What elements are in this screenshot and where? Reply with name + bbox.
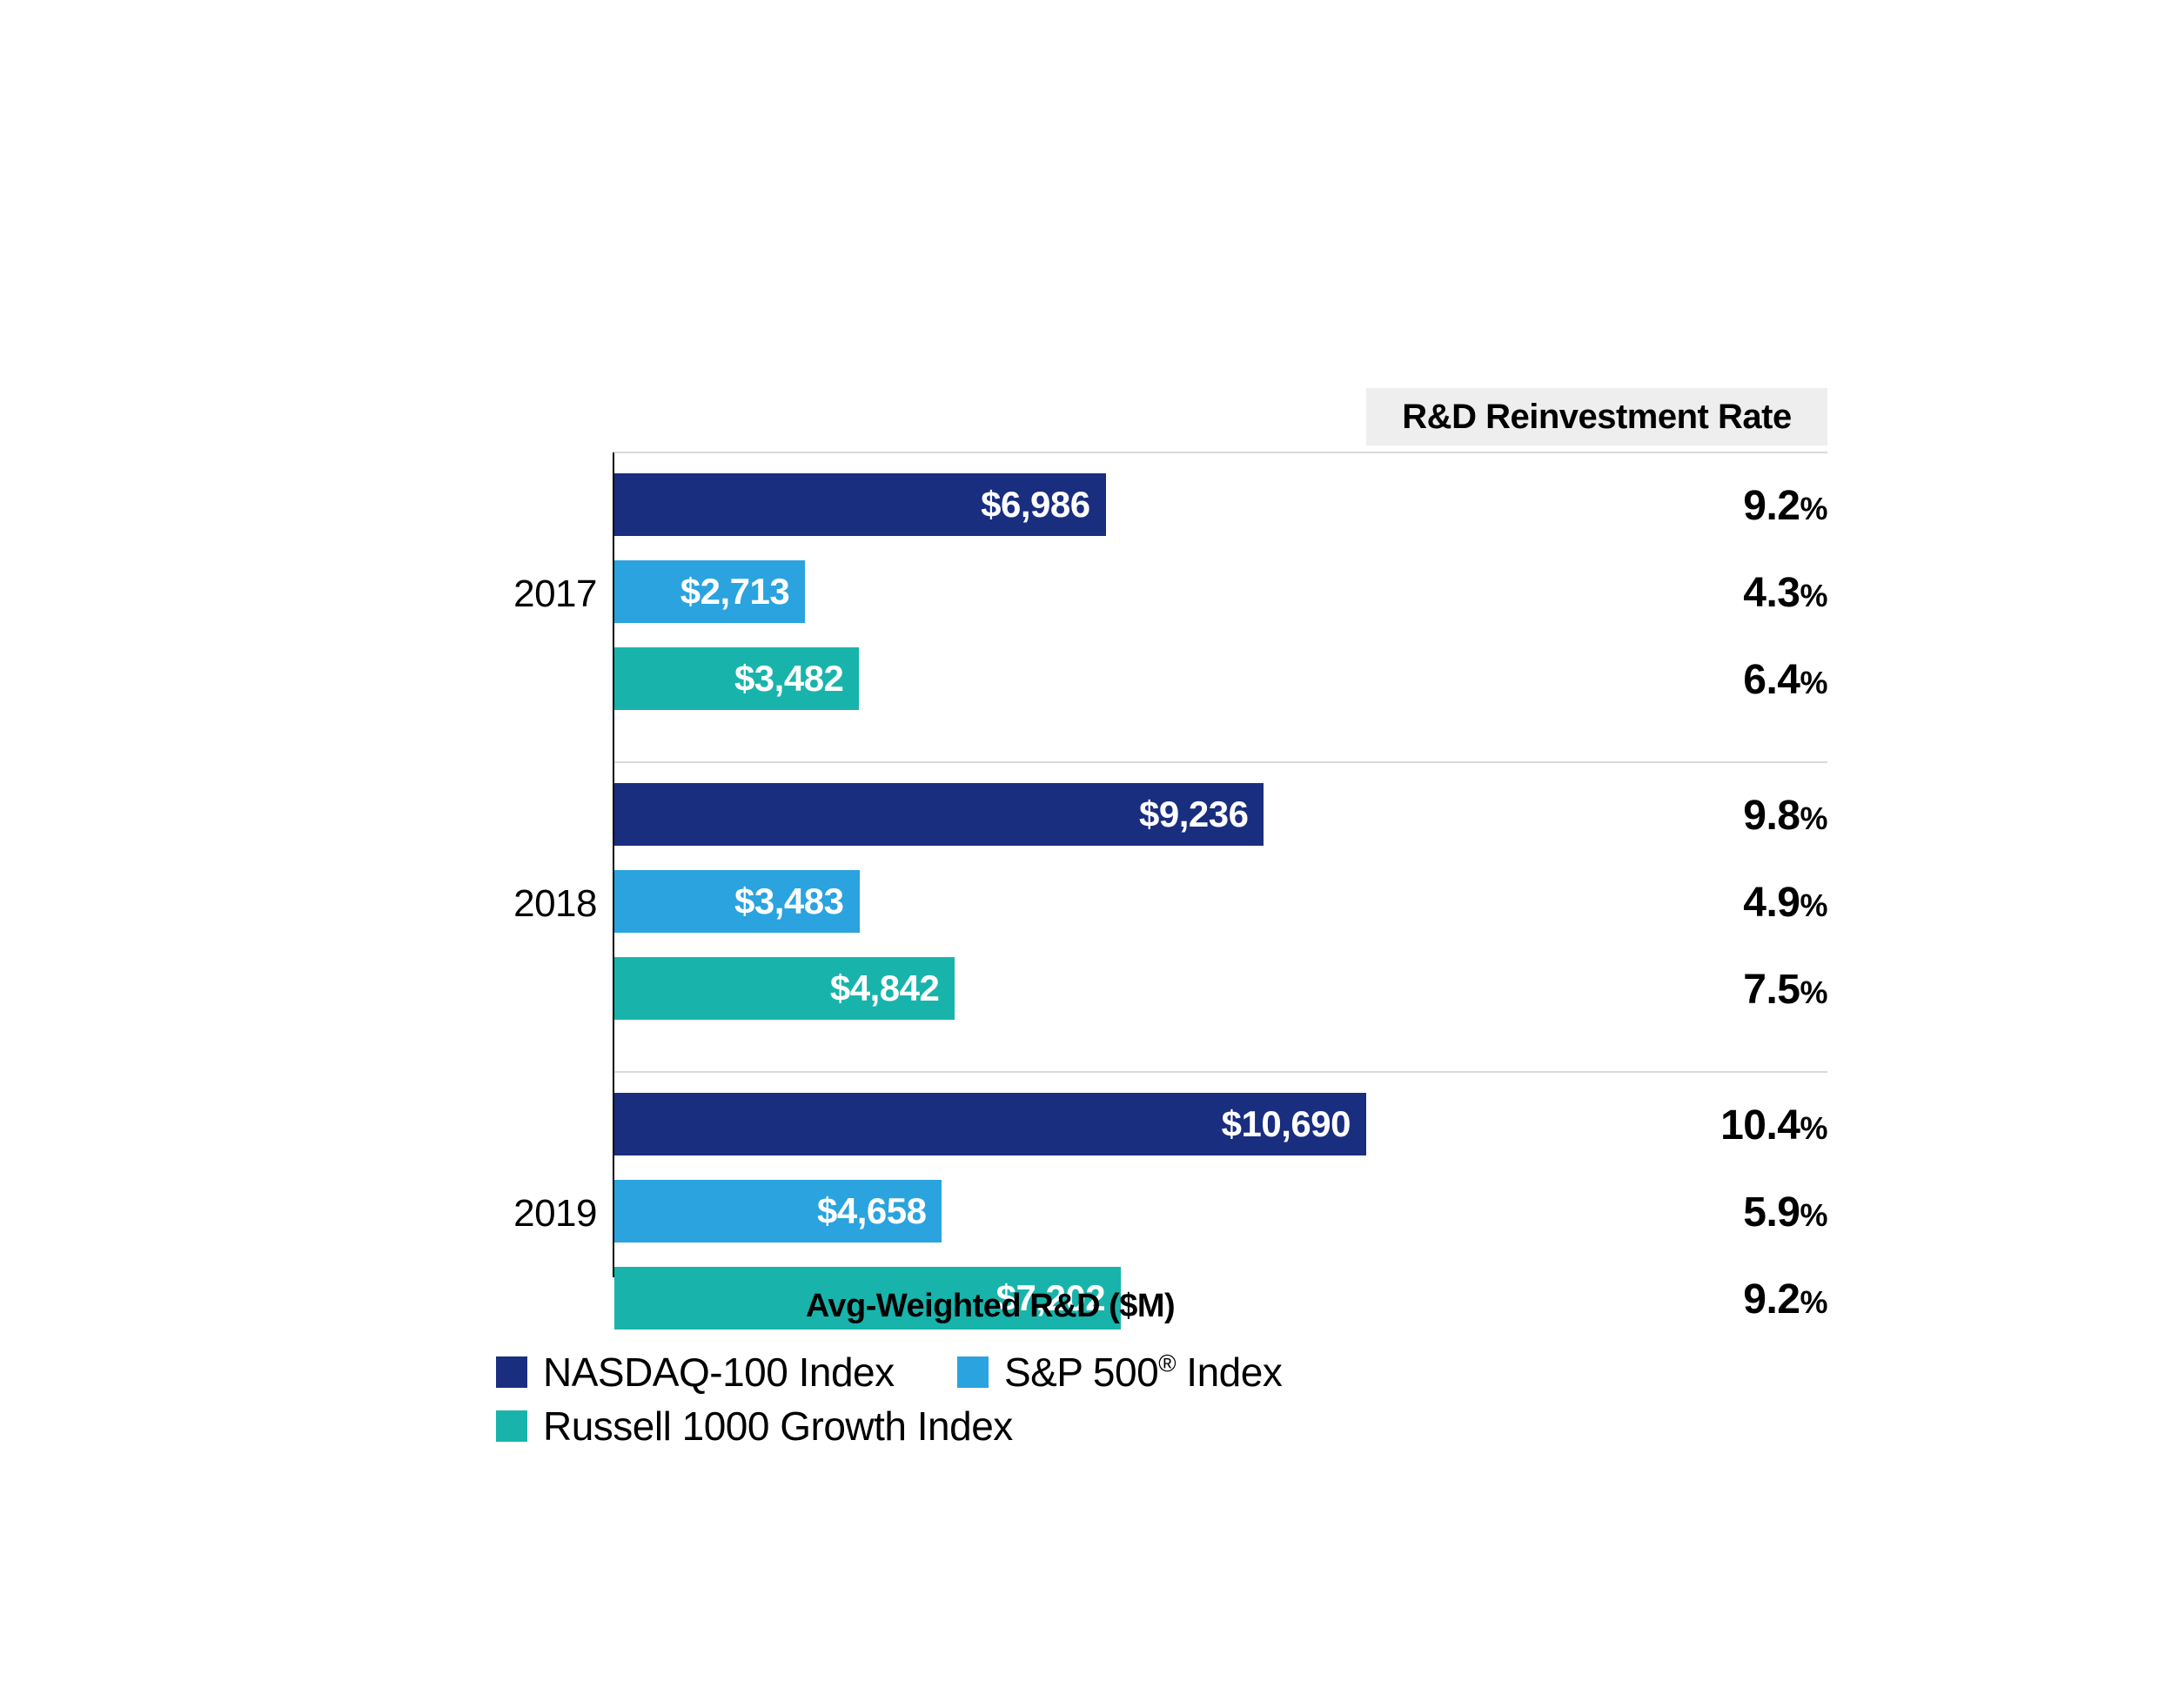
year-label: 2018	[496, 882, 597, 926]
year-label: 2017	[496, 573, 597, 616]
bar-row: $4,842 7.5%	[614, 957, 1827, 1020]
legend-label: S&P 500® Index	[1004, 1349, 1282, 1396]
legend-label: NASDAQ-100 Index	[543, 1349, 895, 1396]
year-group: 2018 $9,236 9.8% $3,483 4.9% $4,842 7.5%	[496, 762, 1827, 1037]
year-group: 2017 $6,986 9.2% $2,713 4.3% $3,482 6.4%	[496, 452, 1827, 727]
group-divider	[614, 452, 1827, 453]
bar-row: $9,236 9.8%	[614, 783, 1827, 846]
rate-value: 4.9%	[1743, 870, 1827, 933]
bar-value-label: $9,236	[1139, 783, 1248, 846]
bar-value-label: $4,658	[817, 1180, 926, 1242]
legend-swatch	[496, 1410, 527, 1442]
rate-value: 9.8%	[1743, 783, 1827, 846]
bar-row: $2,713 4.3%	[614, 560, 1827, 623]
bar-row: $4,658 5.9%	[614, 1180, 1827, 1242]
bar-value-label: $3,482	[734, 647, 843, 710]
legend-item-russell1000g: Russell 1000 Growth Index	[496, 1403, 1013, 1450]
rate-value: 10.4%	[1720, 1093, 1827, 1155]
bar-row: $3,482 6.4%	[614, 647, 1827, 710]
bar-value-label: $3,483	[734, 870, 843, 933]
bar-value-label: $10,690	[1222, 1093, 1351, 1155]
legend: NASDAQ-100 Index S&P 500® Index Russell …	[496, 1349, 1827, 1457]
rate-value: 9.2%	[1743, 473, 1827, 536]
bar-value-label: $4,842	[830, 957, 939, 1020]
group-divider	[614, 1071, 1827, 1073]
rate-value: 4.3%	[1743, 560, 1827, 623]
bar-row: $10,690 10.4%	[614, 1093, 1827, 1155]
legend-item-sp500: S&P 500® Index	[957, 1349, 1282, 1396]
rate-column-header: R&D Reinvestment Rate	[1366, 388, 1827, 445]
bar-row: $3,483 4.9%	[614, 870, 1827, 933]
legend-swatch	[496, 1356, 527, 1388]
legend-label: Russell 1000 Growth Index	[543, 1403, 1013, 1450]
rate-value: 7.5%	[1743, 957, 1827, 1020]
bar-value-label: $2,713	[680, 560, 789, 623]
rate-value: 6.4%	[1743, 647, 1827, 710]
year-label: 2019	[496, 1192, 597, 1236]
legend-swatch	[957, 1356, 989, 1388]
rate-value: 9.2%	[1743, 1267, 1827, 1330]
x-axis-label: Avg-Weighted R&D ($M)	[614, 1288, 1366, 1325]
legend-item-nasdaq100: NASDAQ-100 Index	[496, 1349, 895, 1396]
rate-value: 5.9%	[1743, 1180, 1827, 1242]
bar-value-label: $6,986	[981, 473, 1089, 536]
bar-row: $6,986 9.2%	[614, 473, 1827, 536]
group-divider	[614, 761, 1827, 763]
